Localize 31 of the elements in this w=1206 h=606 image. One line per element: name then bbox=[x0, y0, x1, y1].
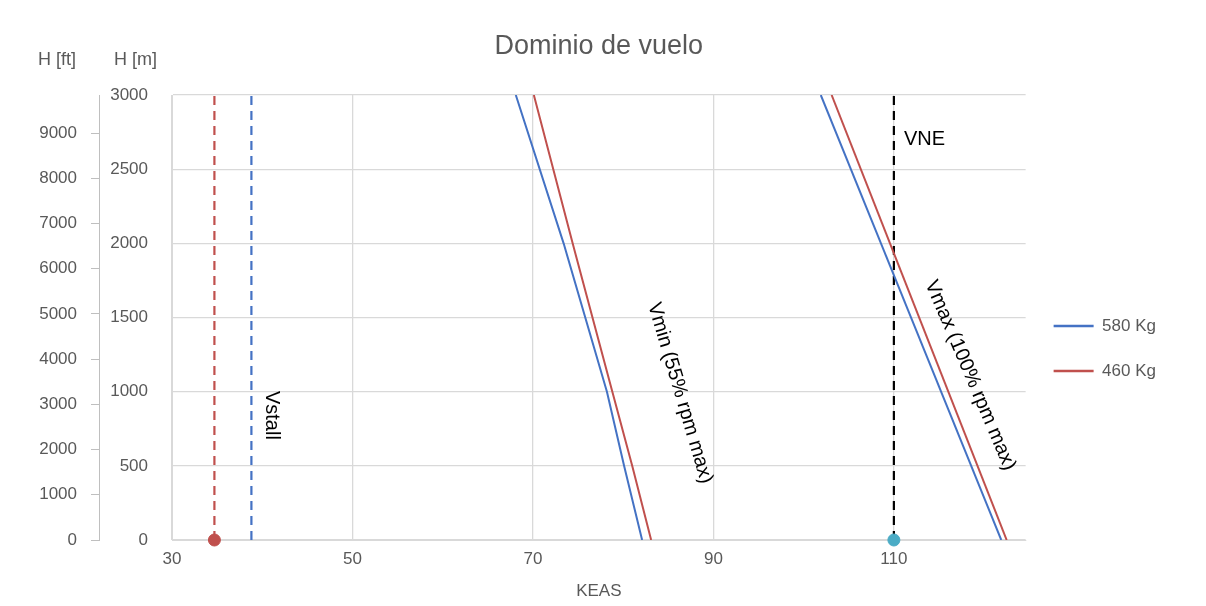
chart-title: Dominio de vuelo bbox=[494, 30, 704, 61]
y-tick-label: 2000 bbox=[110, 233, 148, 253]
x-tick-label: 110 bbox=[880, 548, 908, 568]
y-tick-label: 3000 bbox=[110, 84, 148, 104]
y2-tick-label: 6000 bbox=[39, 258, 77, 278]
y-tick-label: 1000 bbox=[110, 381, 148, 401]
y-axis-title: H [m] bbox=[114, 48, 157, 69]
y-tick-label: 0 bbox=[138, 529, 148, 549]
x-tick-label: 70 bbox=[523, 548, 543, 568]
y2-tick-label: 3000 bbox=[39, 394, 77, 414]
x-tick-label: 30 bbox=[162, 548, 182, 568]
y2-tick-label: 1000 bbox=[39, 484, 77, 504]
x-tick-label: 50 bbox=[343, 548, 362, 568]
y2-tick-label: 0 bbox=[67, 529, 77, 549]
ref-line-label: Vstall bbox=[261, 390, 284, 440]
y2-axis-title: H [ft] bbox=[37, 48, 77, 69]
y-tick-label: 1500 bbox=[110, 307, 148, 327]
legend-label: 460 Kg bbox=[1102, 360, 1157, 380]
y2-tick-label: 2000 bbox=[39, 439, 77, 459]
ref-line-label: VNE bbox=[903, 127, 945, 150]
annotation: Vmin (55% rpm max) bbox=[644, 299, 719, 486]
x-tick-label: 90 bbox=[703, 548, 723, 568]
y-tick-label: 2500 bbox=[110, 158, 148, 178]
y-tick-label: 500 bbox=[119, 455, 148, 475]
y2-tick-label: 5000 bbox=[39, 303, 77, 323]
y2-tick-label: 7000 bbox=[39, 213, 77, 233]
x-axis-title: KEAS bbox=[576, 581, 622, 601]
y2-tick-label: 8000 bbox=[39, 167, 77, 187]
y2-tick-label: 9000 bbox=[39, 122, 77, 142]
y2-tick-label: 4000 bbox=[39, 348, 77, 368]
legend-label: 580 Kg bbox=[1102, 315, 1157, 335]
